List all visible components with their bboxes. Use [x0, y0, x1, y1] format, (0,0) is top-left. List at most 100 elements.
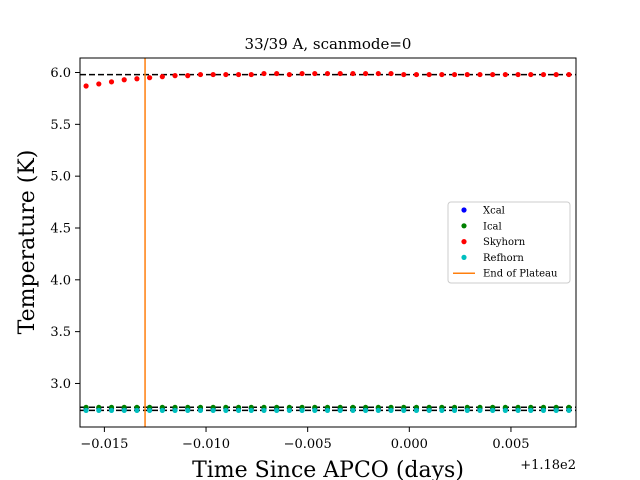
data-point — [286, 71, 292, 78]
data-point — [388, 407, 394, 414]
data-point — [312, 70, 318, 77]
data-point — [464, 71, 470, 78]
data-point — [274, 70, 280, 77]
data-point — [235, 407, 242, 414]
y-tick-label: 3.5 — [50, 325, 71, 340]
data-point — [337, 407, 343, 414]
data-point — [235, 71, 242, 78]
data-point — [248, 71, 254, 78]
legend-box — [447, 201, 571, 284]
data-point — [134, 407, 140, 414]
data-point — [172, 407, 178, 414]
y-tick-label: 6.0 — [50, 66, 71, 81]
data-point — [528, 407, 534, 414]
data-points — [83, 70, 572, 414]
data-point — [210, 407, 216, 414]
legend-marker — [461, 223, 467, 229]
plot-frame — [79, 57, 577, 428]
legend: Xcal Ical Skyhorn Refhorn End of Plateau — [447, 201, 571, 284]
data-point — [248, 407, 254, 414]
legend-label: Refhorn — [483, 253, 524, 264]
data-point — [121, 77, 127, 83]
data-point — [147, 407, 153, 414]
legend-label: End of Plateau — [483, 269, 558, 280]
y-tick-label: 4.0 — [50, 273, 71, 288]
data-point — [147, 75, 153, 81]
data-point — [401, 407, 407, 414]
data-point — [159, 74, 165, 80]
y-tick-label: 3.0 — [50, 377, 71, 392]
legend-marker — [461, 239, 467, 245]
data-point — [553, 407, 559, 414]
data-point — [477, 407, 483, 414]
data-point — [540, 407, 547, 414]
data-point — [96, 407, 102, 414]
data-point — [261, 407, 267, 414]
data-point — [363, 70, 369, 77]
x-tick-label: −0.005 — [284, 437, 332, 452]
data-point — [413, 71, 420, 78]
data-point — [337, 70, 343, 77]
data-point — [324, 70, 331, 77]
data-point — [528, 71, 534, 78]
data-point — [490, 71, 496, 78]
y-tick-label: 5.0 — [50, 170, 71, 185]
data-point — [566, 407, 572, 414]
data-point — [540, 71, 547, 78]
data-point — [426, 407, 432, 414]
y-axis-ticks: 3.0 3.5 4.0 4.5 5.0 5.5 6.0 — [50, 66, 80, 392]
data-point — [286, 407, 292, 414]
data-point — [299, 407, 305, 414]
legend-label: Ical — [483, 221, 502, 232]
data-point — [502, 71, 508, 78]
x-tick-label: −0.010 — [182, 437, 230, 452]
y-axis-label: Temperature (K) — [15, 150, 40, 335]
data-point — [299, 70, 305, 77]
data-point — [451, 71, 458, 78]
y-tick-label: 4.5 — [50, 221, 71, 236]
x-tick-label: 0.000 — [391, 437, 428, 452]
data-point — [553, 71, 559, 78]
data-point — [566, 71, 572, 78]
data-point — [439, 407, 445, 414]
legend-marker — [461, 254, 467, 260]
data-point — [401, 71, 407, 78]
data-point — [96, 81, 102, 87]
data-point — [172, 73, 178, 79]
data-point — [134, 76, 140, 82]
data-point — [121, 407, 127, 414]
data-point — [261, 70, 267, 77]
x-axis-ticks: −0.015 −0.010 −0.005 0.000 0.005 — [80, 427, 530, 452]
data-point — [159, 407, 165, 414]
data-point — [274, 407, 280, 414]
data-point — [363, 407, 369, 414]
data-point — [350, 70, 356, 77]
x-tick-label: −0.015 — [80, 437, 128, 452]
x-tick-label: 0.005 — [492, 437, 529, 452]
data-point — [185, 73, 191, 79]
legend-label: Skyhorn — [483, 237, 526, 248]
data-point — [464, 407, 470, 414]
data-point — [312, 407, 318, 414]
data-point — [375, 407, 381, 414]
x-offset-label: +1.18e2 — [520, 458, 576, 473]
data-point — [223, 71, 229, 78]
data-point — [451, 407, 458, 414]
data-point — [83, 83, 89, 89]
data-point — [490, 407, 496, 414]
x-axis-label: Time Since APCO (days) — [192, 458, 464, 480]
y-tick-label: 5.5 — [50, 118, 71, 133]
data-point — [388, 70, 394, 77]
data-point — [223, 407, 229, 414]
data-point — [108, 407, 115, 414]
data-point — [350, 407, 356, 414]
data-point — [210, 71, 216, 78]
data-point — [197, 71, 204, 78]
data-point — [375, 70, 381, 77]
data-point — [413, 407, 420, 414]
data-point — [83, 407, 89, 414]
data-point — [439, 71, 445, 78]
data-point — [197, 407, 204, 414]
data-point — [324, 407, 331, 414]
